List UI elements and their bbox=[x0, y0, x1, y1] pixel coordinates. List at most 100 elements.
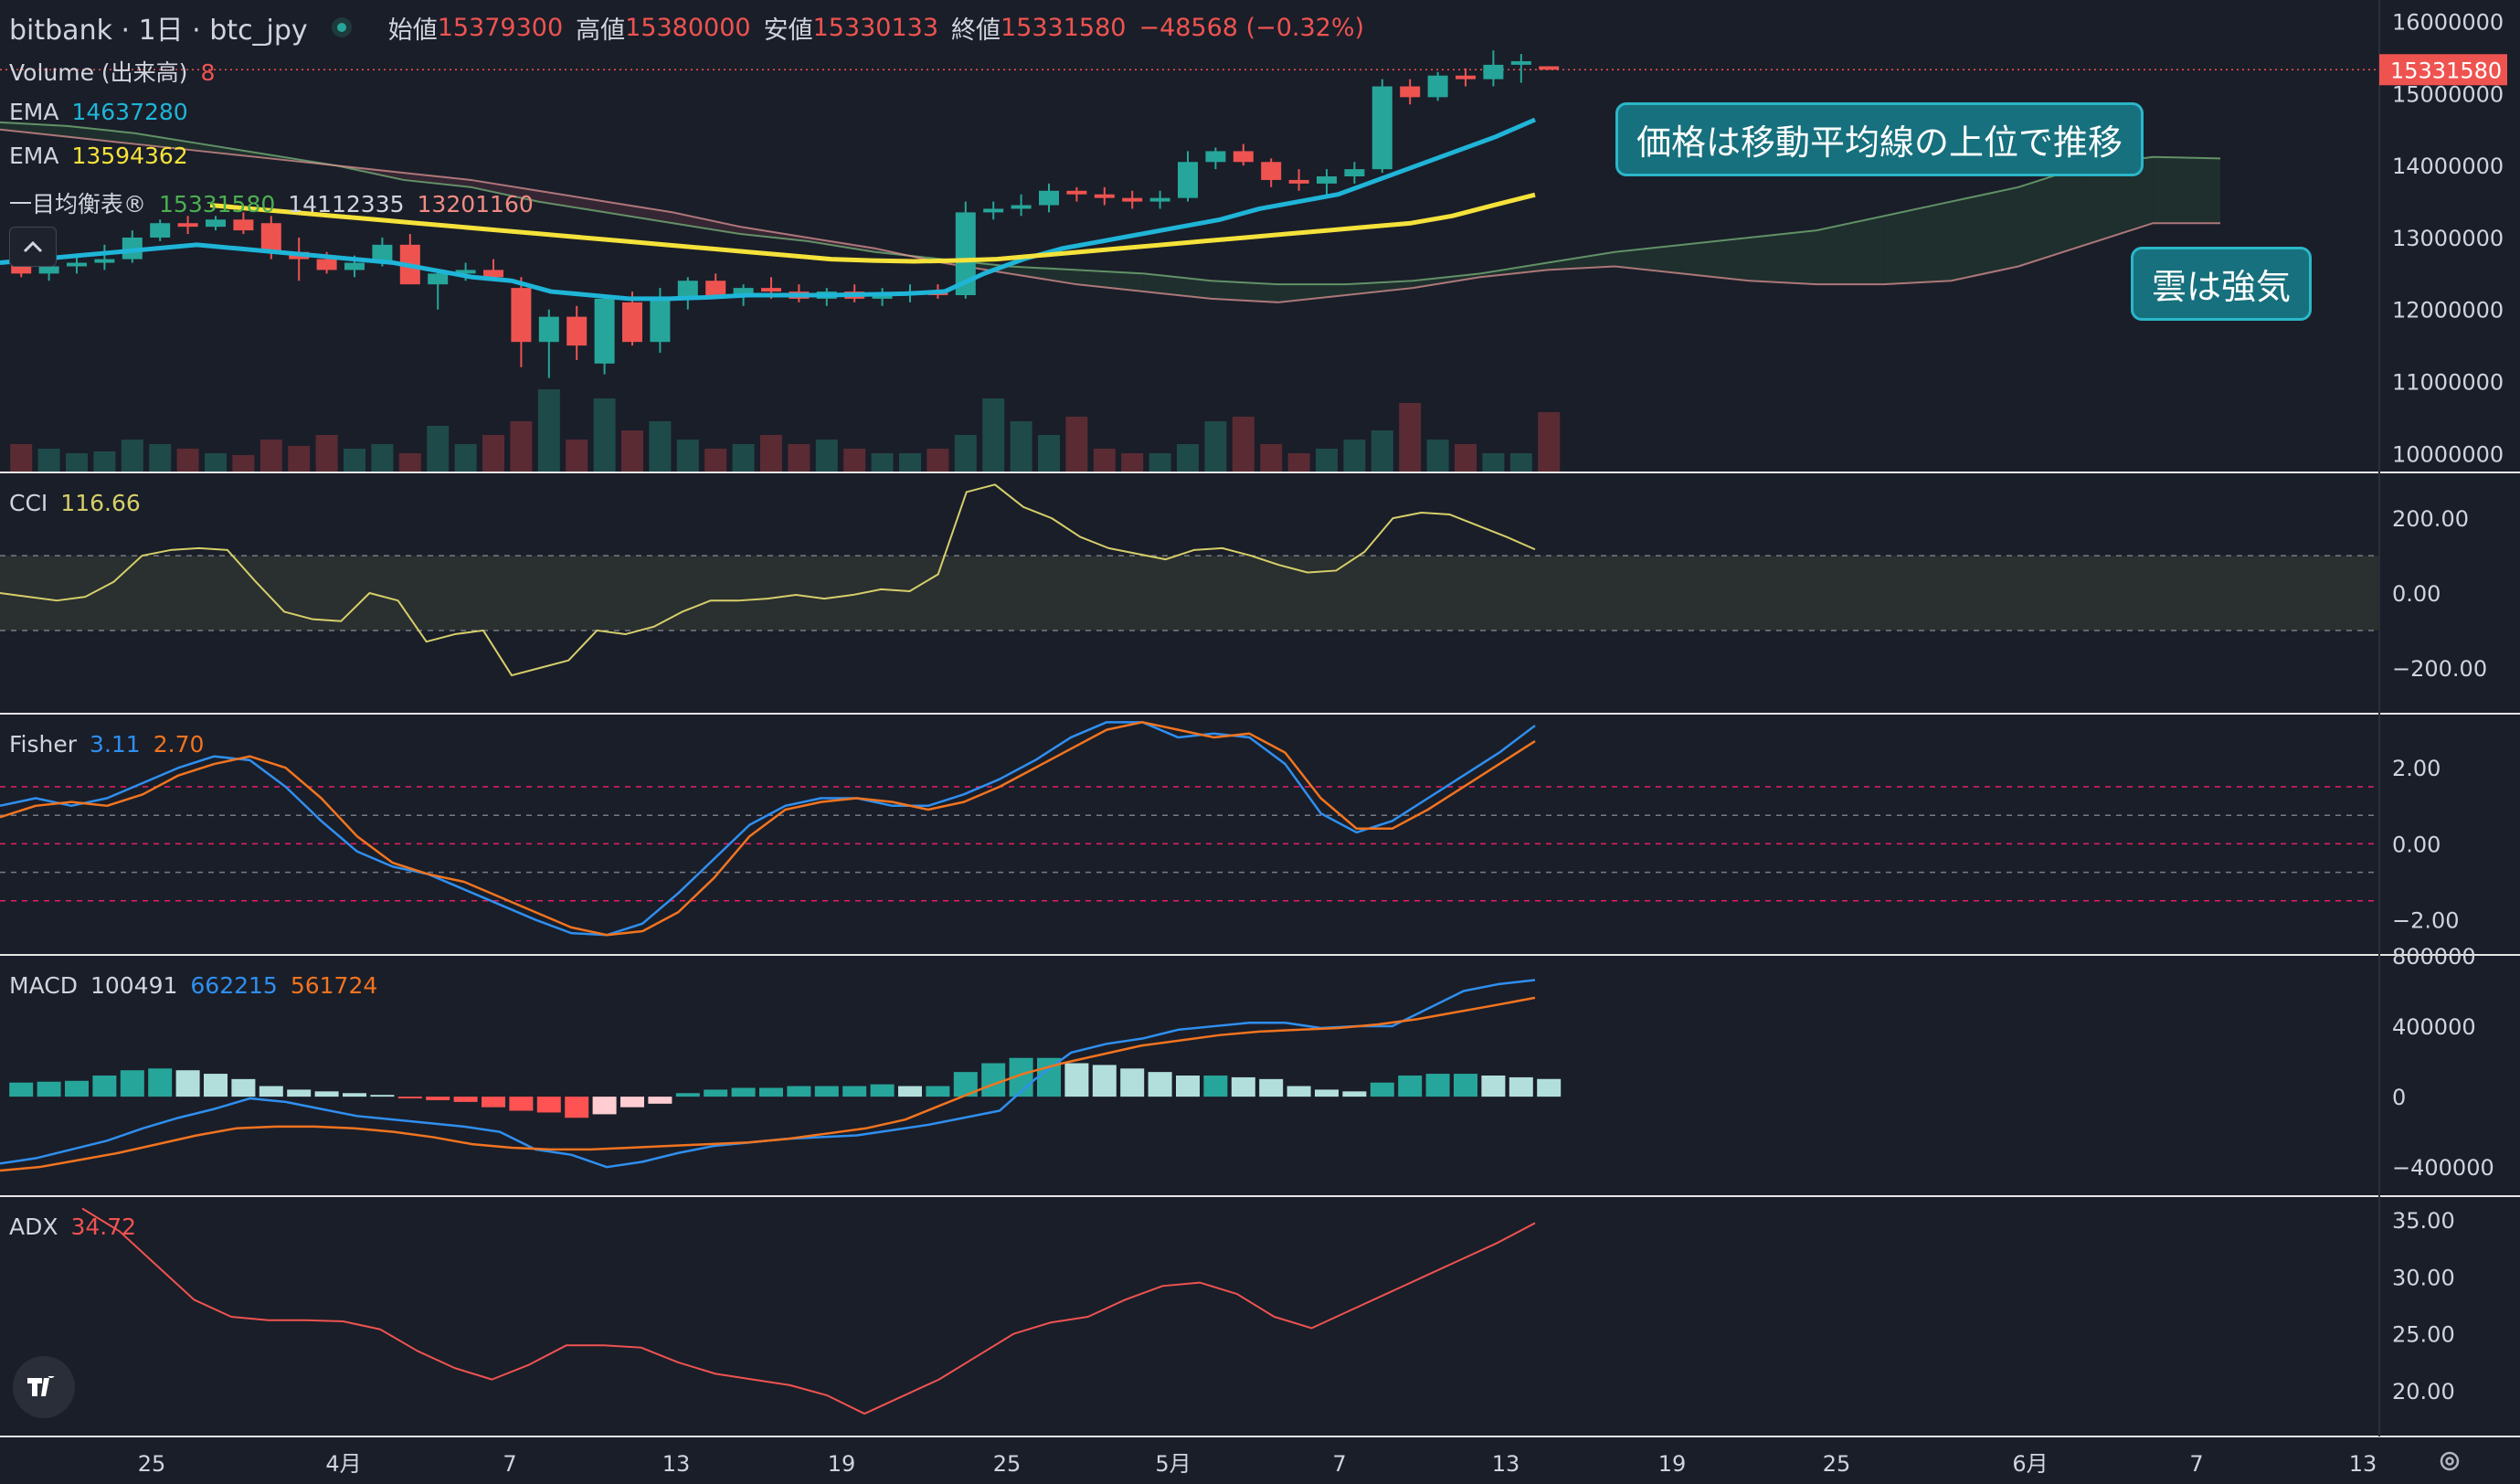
close-label: 終値 bbox=[951, 16, 1001, 45]
low-label: 安値 bbox=[763, 16, 813, 45]
time-axis-label: 4月 bbox=[325, 1451, 361, 1477]
cloud-segment bbox=[605, 201, 673, 224]
volume-bar bbox=[1065, 417, 1088, 472]
grid bbox=[0, 0, 2520, 1437]
macd-histogram-bar bbox=[175, 1070, 200, 1097]
cloud-segment bbox=[672, 212, 740, 235]
legend-fisher-v1: 3.11 bbox=[90, 731, 141, 758]
macd-histogram-bar bbox=[148, 1068, 173, 1097]
annotation-cloud-note[interactable]: 雲は強気 bbox=[2131, 247, 2313, 321]
high-value: 15380000 bbox=[625, 13, 751, 42]
volume-bar bbox=[621, 430, 643, 472]
macd-histogram-bar bbox=[343, 1093, 366, 1097]
candle-body bbox=[233, 219, 254, 231]
macd-histogram-bar bbox=[509, 1097, 534, 1111]
macd-axis-label: 0 bbox=[2392, 1085, 2406, 1110]
symbol-title[interactable]: bitbank · 1日 · btc_jpy bbox=[9, 15, 308, 47]
macd-axis-label: 800000 bbox=[2392, 944, 2476, 970]
adx-axis-label: 25.00 bbox=[2392, 1322, 2455, 1348]
legend-macd-label: MACD bbox=[9, 972, 78, 999]
legend-adx[interactable]: ADX 34.72 bbox=[9, 1214, 149, 1240]
volume-bar bbox=[510, 421, 533, 472]
macd-histogram-bar bbox=[37, 1081, 61, 1097]
candle-body bbox=[1205, 151, 1226, 163]
cloud-segment bbox=[538, 190, 606, 213]
time-axis-label: 7 bbox=[503, 1451, 516, 1477]
candle-body bbox=[1233, 151, 1254, 163]
macd-histogram-bar bbox=[1259, 1078, 1284, 1097]
macd-histogram-bar bbox=[620, 1097, 644, 1108]
symbol-header[interactable]: bitbank · 1日 · btc_jpy 始値 15379300 高値 1538… bbox=[9, 7, 1364, 48]
price-axes[interactable]: 10000000 11000000 12000000 13000000 14000000… bbox=[2379, 10, 2507, 1404]
volume-bar bbox=[1455, 444, 1477, 472]
macd-axis-label: −400000 bbox=[2392, 1155, 2494, 1181]
legend-ema-slow[interactable]: EMA 13594362 bbox=[9, 143, 201, 169]
cloud-segment bbox=[471, 179, 539, 202]
legend-cci-label: CCI bbox=[9, 490, 48, 516]
legend-ichimoku[interactable]: 一目均衡表® 15331580 14112335 13201160 bbox=[9, 186, 546, 219]
macd-line-2 bbox=[0, 996, 1536, 1172]
legend-ema-fast[interactable]: EMA 14637280 bbox=[9, 99, 201, 125]
volume-bar bbox=[815, 440, 838, 472]
macd-histogram-bar bbox=[1342, 1091, 1367, 1097]
gear-icon[interactable] bbox=[2436, 1447, 2463, 1475]
cloud-segment bbox=[1749, 230, 1817, 285]
ema-fast-line bbox=[0, 117, 1536, 302]
volume-bar bbox=[1038, 435, 1060, 472]
open-value: 15379300 bbox=[437, 13, 564, 42]
legend-fisher-v2: 2.70 bbox=[153, 731, 205, 758]
volume-bar bbox=[371, 444, 394, 472]
legend-volume[interactable]: Volume (出来高) 8 bbox=[9, 55, 228, 88]
volume-bar bbox=[1149, 453, 1171, 472]
volume-bar bbox=[1509, 453, 1532, 472]
volume-bar bbox=[205, 453, 227, 472]
adx-axis-label: 20.00 bbox=[2392, 1379, 2455, 1404]
candle-body bbox=[1261, 162, 1282, 180]
macd-histogram-bar bbox=[65, 1080, 89, 1097]
cloud-segment bbox=[1009, 266, 1077, 285]
cloud-segment bbox=[2018, 165, 2086, 267]
volume-bar bbox=[1426, 440, 1449, 472]
tradingview-logo[interactable] bbox=[13, 1356, 75, 1418]
candle-body bbox=[1122, 197, 1143, 202]
cci-line bbox=[0, 483, 1536, 677]
volume-bar bbox=[315, 435, 338, 472]
price-axis-label: 12000000 bbox=[2392, 298, 2504, 323]
macd-histogram-bar bbox=[1064, 1063, 1089, 1097]
macd-histogram-bar bbox=[9, 1082, 34, 1097]
adx-line bbox=[81, 1207, 1536, 1415]
macd-histogram-bar bbox=[453, 1097, 478, 1102]
legend-macd[interactable]: MACD 100491 662215 561724 bbox=[9, 972, 390, 999]
market-status-icon bbox=[331, 17, 352, 37]
candlesticks bbox=[11, 50, 1560, 378]
candle-body bbox=[1288, 179, 1309, 184]
volume-bar bbox=[1121, 453, 1144, 472]
legend-adx-value: 34.72 bbox=[70, 1214, 137, 1240]
legend-cci[interactable]: CCI 116.66 bbox=[9, 490, 154, 516]
macd-histogram-bar bbox=[926, 1086, 950, 1097]
legend-fisher[interactable]: Fisher 3.11 2.70 bbox=[9, 731, 217, 758]
candle-body bbox=[150, 223, 171, 238]
ichimoku-cloud bbox=[0, 121, 2221, 303]
legend-ema-slow-value: 13594362 bbox=[71, 143, 188, 169]
time-axis-label: 19 bbox=[828, 1451, 856, 1477]
annotation-price-note[interactable]: 価格は移動平均線の上位で推移 bbox=[1615, 102, 2144, 176]
candle-body bbox=[1011, 205, 1032, 209]
volume-bar bbox=[1399, 403, 1422, 472]
candle-body bbox=[677, 281, 698, 299]
time-axis-label: 19 bbox=[1658, 1451, 1687, 1477]
time-axis-label: 13 bbox=[2349, 1451, 2377, 1477]
volume-bar bbox=[10, 444, 33, 472]
volume-bar bbox=[1010, 421, 1032, 472]
macd-histogram-bar bbox=[565, 1097, 589, 1118]
candle-body bbox=[67, 262, 87, 267]
candle-body bbox=[1427, 75, 1448, 98]
high-label: 高値 bbox=[576, 16, 626, 45]
collapse-legend-button[interactable] bbox=[9, 227, 57, 267]
candle-body bbox=[1400, 86, 1421, 98]
candle-body bbox=[622, 302, 642, 343]
price-axis-label: 14000000 bbox=[2392, 154, 2504, 179]
macd-histogram-bar bbox=[259, 1086, 283, 1097]
time-axis[interactable]: 25 4月 7 13 19 25 5月 7 13 19 25 6月 7 13 bbox=[138, 1451, 2377, 1477]
